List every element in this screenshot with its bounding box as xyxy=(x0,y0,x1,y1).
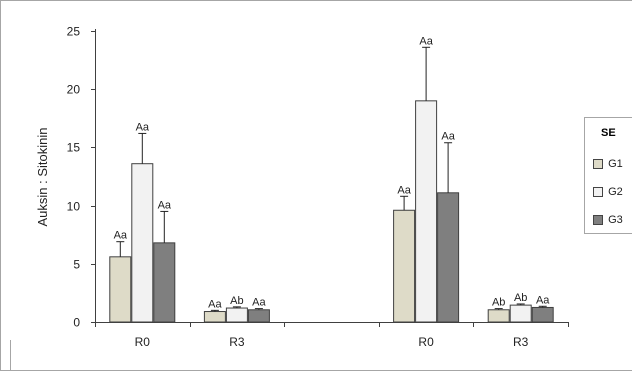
legend-swatch-g3 xyxy=(593,215,603,226)
data-label-1-g3: Aa xyxy=(252,297,266,309)
bar-3-g3 xyxy=(437,192,460,323)
bar-1-g3 xyxy=(247,309,270,323)
legend-item-g3: G3 xyxy=(593,214,623,228)
data-label-1-g2: Ab xyxy=(230,295,243,307)
data-label-4-g2: Ab xyxy=(514,292,527,304)
bar-1-g2 xyxy=(225,307,248,323)
data-label-3-g1: Aa xyxy=(397,184,411,196)
data-label-4-g1: Ab xyxy=(492,297,505,309)
bar-4-g2 xyxy=(509,304,532,323)
bar-0-g1 xyxy=(109,256,132,323)
x-category-label-0: R0 xyxy=(135,335,151,349)
y-tick-label-25: 25 xyxy=(67,25,81,39)
bar-0-g2 xyxy=(131,163,154,323)
data-label-3-g3: Aa xyxy=(441,131,455,143)
bar-3-g2 xyxy=(415,100,438,323)
legend-label-g2: G2 xyxy=(608,186,623,199)
legend-label-g1: G1 xyxy=(608,158,623,171)
bar-1-g1 xyxy=(203,311,226,323)
legend-label-g3: G3 xyxy=(608,214,623,227)
legend-item-g2: G2 xyxy=(593,186,623,200)
x-category-label-3: R0 xyxy=(418,335,434,349)
bar-3-g1 xyxy=(393,209,416,323)
bar-4-g1 xyxy=(487,309,510,323)
data-label-0-g1: Aa xyxy=(114,230,128,242)
data-label-3-g2: Aa xyxy=(419,35,433,47)
legend-title: SE xyxy=(601,127,616,139)
plot-layer: 0 5 10 15 20 25 Aa Aa Aa R0 Aa Ab Aa R3 Aa Aa Aa R0 Ab Ab Aa… xyxy=(67,25,569,349)
data-label-4-g3: Aa xyxy=(536,294,550,306)
y-tick-label-10: 10 xyxy=(67,200,81,214)
y-tick-label-5: 5 xyxy=(73,258,80,272)
x-category-label-4: R3 xyxy=(513,335,529,349)
legend-item-g1: G1 xyxy=(593,158,623,172)
legend: SE G1 G2 G3 xyxy=(584,117,632,234)
y-tick-label-20: 20 xyxy=(67,83,81,97)
data-label-1-g1: Aa xyxy=(208,298,222,310)
bar-0-g3 xyxy=(153,242,176,323)
legend-swatch-g2 xyxy=(593,187,603,198)
data-label-0-g3: Aa xyxy=(158,199,172,211)
y-tick-label-0: 0 xyxy=(73,316,80,330)
x-category-label-1: R3 xyxy=(229,335,245,349)
data-label-0-g2: Aa xyxy=(136,121,150,133)
bar-4-g3 xyxy=(531,306,554,323)
y-axis-title: Auksin : Sitokinin xyxy=(35,128,50,227)
legend-swatch-g1 xyxy=(593,159,603,170)
y-tick-label-15: 15 xyxy=(67,141,81,155)
